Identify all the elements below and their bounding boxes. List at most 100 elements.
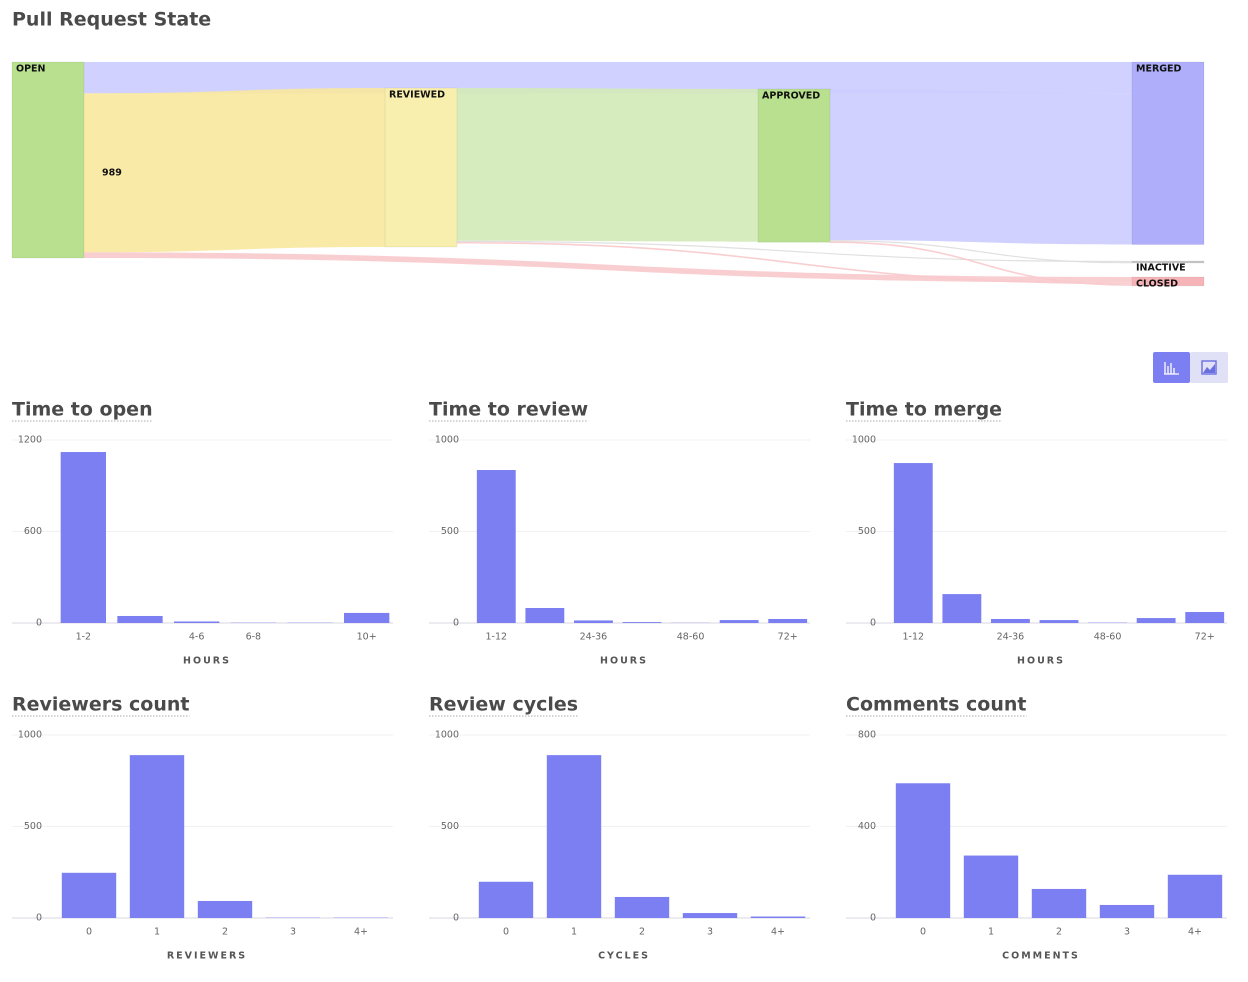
button-bg bbox=[1190, 352, 1228, 383]
bar-icon bbox=[1164, 362, 1179, 375]
bar bbox=[622, 622, 662, 623]
x-tick-label: 1-12 bbox=[903, 632, 925, 643]
bar bbox=[129, 755, 185, 918]
bar bbox=[117, 615, 163, 623]
y-tick-label: 500 bbox=[24, 821, 42, 832]
bar bbox=[942, 594, 982, 623]
bar bbox=[1031, 888, 1087, 918]
bar bbox=[197, 900, 253, 918]
bar bbox=[1136, 618, 1176, 623]
x-axis-label: HOURS bbox=[1017, 656, 1065, 667]
bar bbox=[174, 621, 220, 623]
x-tick-label: 2 bbox=[639, 927, 645, 938]
sankey-link bbox=[830, 241, 1132, 286]
x-axis-label: COMMENTS bbox=[1002, 951, 1080, 962]
chart-type-toggle bbox=[1153, 352, 1228, 383]
bar bbox=[478, 881, 534, 918]
bar bbox=[61, 872, 117, 918]
x-tick-label: 0 bbox=[86, 927, 92, 938]
bar bbox=[719, 620, 759, 623]
bar bbox=[768, 618, 808, 623]
y-tick-label: 500 bbox=[441, 821, 459, 832]
sankey-links bbox=[84, 62, 1132, 286]
y-tick-label: 0 bbox=[453, 618, 459, 629]
x-tick-label: 3 bbox=[290, 927, 296, 938]
sankey-link bbox=[84, 88, 385, 253]
x-tick-label: 4+ bbox=[771, 927, 785, 938]
x-axis-label: REVIEWERS bbox=[167, 951, 247, 962]
x-tick-label: 48-60 bbox=[677, 632, 705, 643]
sankey-link bbox=[457, 240, 1132, 263]
x-tick-label: 3 bbox=[707, 927, 713, 938]
x-tick-label: 1 bbox=[571, 927, 577, 938]
sankey-link bbox=[84, 62, 1132, 94]
y-tick-label: 400 bbox=[858, 821, 876, 832]
sankey-link bbox=[457, 88, 758, 242]
area-view-button[interactable] bbox=[1190, 352, 1228, 383]
y-tick-label: 1000 bbox=[852, 435, 876, 446]
chart-title: Review cycles bbox=[429, 694, 578, 716]
sankey-node bbox=[757, 88, 831, 243]
y-tick-label: 0 bbox=[453, 913, 459, 924]
bar-view-button[interactable] bbox=[1153, 352, 1190, 383]
x-tick-label: 1 bbox=[988, 927, 994, 938]
y-tick-label: 500 bbox=[441, 526, 459, 537]
chart-title: Comments count bbox=[846, 694, 1026, 716]
bar bbox=[614, 896, 670, 918]
x-tick-label: 6-8 bbox=[246, 632, 262, 643]
y-tick-label: 1200 bbox=[18, 435, 42, 446]
sankey-link bbox=[84, 252, 1132, 283]
bar bbox=[1099, 904, 1155, 918]
y-tick-label: 600 bbox=[24, 526, 42, 537]
x-axis-label: CYCLES bbox=[598, 951, 650, 962]
area-icon bbox=[1203, 364, 1215, 373]
x-tick-label: 1-2 bbox=[76, 632, 92, 643]
bar bbox=[963, 855, 1019, 918]
x-axis-label: HOURS bbox=[600, 656, 648, 667]
x-tick-label: 3 bbox=[1124, 927, 1130, 938]
y-tick-label: 0 bbox=[870, 618, 876, 629]
sankey-node bbox=[384, 87, 458, 248]
x-tick-label: 24-36 bbox=[997, 632, 1025, 643]
sankey-node bbox=[1131, 276, 1205, 287]
x-tick-label: 4+ bbox=[354, 927, 368, 938]
y-tick-label: 0 bbox=[36, 913, 42, 924]
chart-title: Time to merge bbox=[846, 399, 1002, 421]
bar bbox=[60, 452, 106, 623]
x-tick-label: 2 bbox=[1056, 927, 1062, 938]
sankey-link bbox=[457, 241, 1132, 285]
bar bbox=[525, 607, 565, 623]
y-tick-label: 800 bbox=[858, 730, 876, 741]
y-tick-label: 0 bbox=[36, 618, 42, 629]
sankey-node bbox=[1131, 61, 1205, 245]
y-tick-label: 1000 bbox=[435, 435, 459, 446]
x-tick-label: 24-36 bbox=[580, 632, 608, 643]
x-tick-label: 2 bbox=[222, 927, 228, 938]
area-icon-frame bbox=[1201, 360, 1217, 375]
bar bbox=[1167, 874, 1223, 918]
x-tick-label: 1 bbox=[154, 927, 160, 938]
x-tick-label: 10+ bbox=[357, 632, 377, 643]
sankey-link bbox=[830, 240, 1132, 264]
node-label: CLOSED bbox=[1136, 279, 1178, 290]
node-label: MERGED bbox=[1136, 64, 1182, 75]
node-label: APPROVED bbox=[762, 91, 820, 102]
x-tick-label: 72+ bbox=[778, 632, 798, 643]
x-tick-label: 4+ bbox=[1188, 927, 1202, 938]
node-label: REVIEWED bbox=[389, 90, 445, 101]
bar bbox=[574, 620, 613, 623]
bar bbox=[1039, 620, 1079, 623]
x-tick-label: 1-12 bbox=[486, 632, 508, 643]
chart-title: Pull Request State bbox=[12, 9, 211, 31]
x-tick-label: 0 bbox=[920, 927, 926, 938]
bar bbox=[546, 755, 602, 918]
sankey-link bbox=[830, 89, 1132, 245]
bar bbox=[476, 470, 516, 623]
bar bbox=[895, 783, 951, 918]
x-tick-label: 72+ bbox=[1195, 632, 1215, 643]
node-label: OPEN bbox=[16, 64, 46, 75]
chart-title: Reviewers count bbox=[12, 694, 190, 716]
chart-title: Time to review bbox=[429, 399, 588, 421]
chart-title: Time to open bbox=[12, 399, 153, 421]
